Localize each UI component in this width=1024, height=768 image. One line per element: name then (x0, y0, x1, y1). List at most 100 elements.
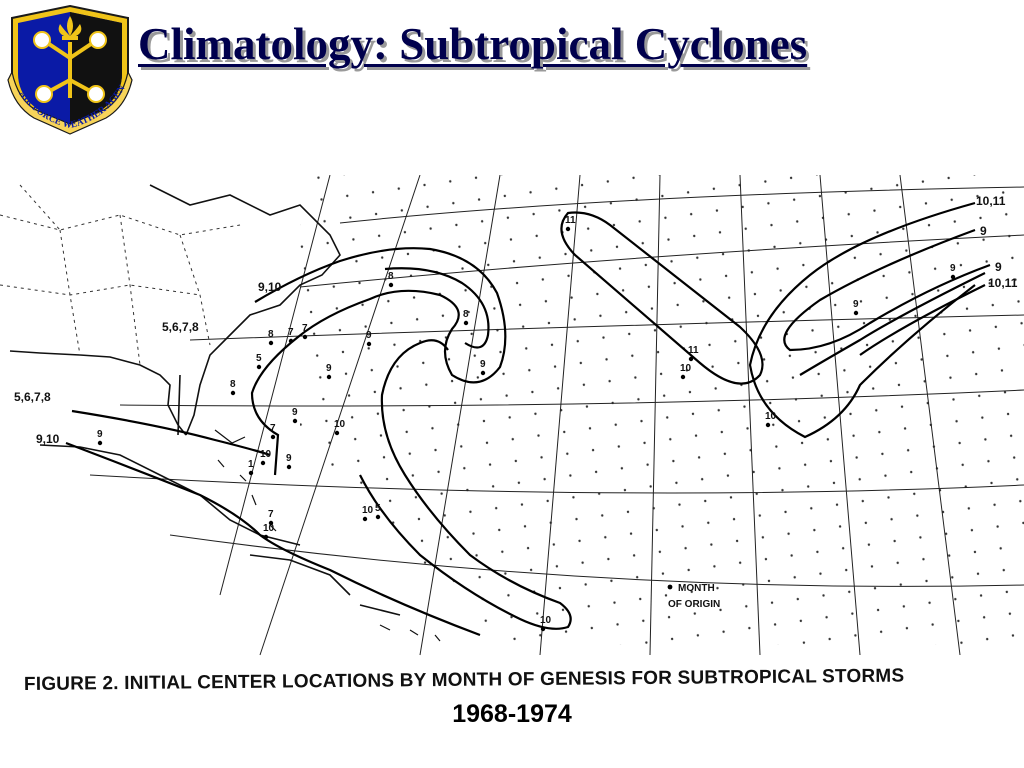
month-marker-label: 8 (230, 379, 236, 390)
month-marker: 10 (362, 505, 374, 522)
subtropical-cyclone-map: 10,11 9 9 10,11 9,10 5,6,7,8 5,6,7,8 9,1… (0, 175, 1024, 656)
legend-label: MONTH (678, 583, 715, 594)
month-marker: 9 (853, 299, 859, 316)
month-marker-label: 9 (97, 429, 103, 440)
month-marker: 11 (688, 345, 699, 362)
month-marker-dot (853, 310, 859, 316)
contour-label: 10,11 (976, 194, 1006, 208)
latitude-lines (89, 186, 1024, 587)
month-marker-dot (292, 418, 298, 424)
month-marker-dot (688, 356, 694, 362)
month-marker-label: 7 (270, 423, 276, 434)
month-marker: 7 (288, 327, 294, 344)
month-marker: 1 (248, 459, 254, 476)
month-marker: 9 (292, 407, 298, 424)
month-marker: 8 (230, 379, 236, 396)
contour-label: 9 (995, 260, 1002, 274)
borders (0, 184, 241, 366)
month-marker-dot (950, 274, 956, 280)
month-marker: 10 (540, 615, 552, 632)
month-marker-dot (540, 626, 546, 632)
month-marker: 9 (480, 359, 486, 376)
month-marker: 9 (97, 429, 103, 446)
month-marker: 10 (680, 363, 692, 380)
month-marker-label: 9 (480, 359, 486, 370)
month-marker-label: 7 (288, 327, 294, 338)
coastlines (9, 184, 401, 616)
month-marker-label: 10 (362, 505, 374, 516)
month-marker: 10 (260, 449, 272, 466)
month-marker: 11 (565, 215, 576, 232)
month-marker-dot (326, 374, 332, 380)
month-marker-label: 11 (565, 215, 576, 226)
month-marker-label: 8 (388, 271, 394, 282)
month-marker-dot (334, 430, 340, 436)
month-marker-dot (97, 440, 103, 446)
month-marker: 9 (286, 453, 292, 470)
legend: MONTH OF ORIGIN (667, 583, 720, 610)
month-marker-label: 9 (292, 407, 298, 418)
month-marker-dot (388, 282, 394, 288)
month-marker: 10 (263, 523, 275, 540)
month-marker-label: 9 (366, 330, 372, 341)
page-title: Climatology: Subtropical Cyclones (138, 19, 808, 69)
fleur-de-lis-icon (58, 16, 82, 40)
month-marker-dot (268, 340, 274, 346)
month-marker-label: 1 (248, 459, 254, 470)
month-marker: 7 (268, 509, 274, 526)
month-marker-label: 11 (688, 345, 699, 356)
month-marker-dot (463, 320, 469, 326)
contour-label: 9,10 (258, 280, 282, 294)
month-marker-dot (565, 226, 571, 232)
legend-dot (667, 584, 673, 590)
air-force-weather-agency-logo: AIR FORCE WEATHER AGENCY (4, 2, 133, 135)
month-marker-label: 10 (540, 615, 552, 626)
month-marker: 9 (950, 263, 956, 280)
month-marker-label: 9 (853, 299, 859, 310)
month-marker: 9 (326, 363, 332, 380)
month-marker-label: 9 (950, 263, 956, 274)
month-marker: 5 (256, 353, 262, 370)
month-marker-dot (270, 434, 276, 440)
month-marker-dot (286, 464, 292, 470)
month-marker-dot (375, 514, 381, 520)
contour-labels: 10,11 9 9 10,11 9,10 5,6,7,8 5,6,7,8 9,1… (14, 194, 1018, 446)
month-marker-label: 10 (263, 523, 275, 534)
month-marker-dot (263, 534, 269, 540)
legend-label: OF ORIGIN (668, 599, 720, 610)
month-marker-label: 10 (680, 363, 692, 374)
month-marker: 8 (268, 329, 274, 346)
month-marker-label: 10 (334, 419, 346, 430)
month-marker-label: 5 (375, 503, 381, 514)
month-marker-label: 8 (463, 309, 469, 320)
contour-label: 9 (980, 224, 987, 238)
month-marker: 10 (334, 419, 346, 436)
contour-label: 9,10 (36, 432, 60, 446)
month-marker: 10 (765, 411, 777, 428)
month-marker-label: 9 (326, 363, 332, 374)
month-marker-dot (260, 460, 266, 466)
month-marker-dot (230, 390, 236, 396)
month-marker-label: 7 (268, 509, 274, 520)
contour-label: 5,6,7,8 (162, 320, 199, 334)
month-marker-label: 10 (260, 449, 272, 460)
month-marker-dot (480, 370, 486, 376)
month-marker-dot (268, 520, 274, 526)
month-marker-label: 9 (286, 453, 292, 464)
month-marker-label: 8 (268, 329, 274, 340)
month-marker-label: 7 (302, 323, 308, 334)
dot-grid (300, 175, 1024, 645)
month-marker-dot (366, 341, 372, 347)
month-marker: 9 (366, 330, 372, 347)
month-marker-label: 10 (765, 411, 777, 422)
month-marker-dot (256, 364, 262, 370)
month-marker-dot (765, 422, 771, 428)
month-marker: 7 (302, 323, 308, 340)
month-marker-dot (302, 334, 308, 340)
month-marker: 8 (388, 271, 394, 288)
month-marker: 8 (463, 309, 469, 326)
month-marker-dot (680, 374, 686, 380)
month-marker-dot (362, 516, 368, 522)
month-marker-label: 5 (256, 353, 262, 364)
